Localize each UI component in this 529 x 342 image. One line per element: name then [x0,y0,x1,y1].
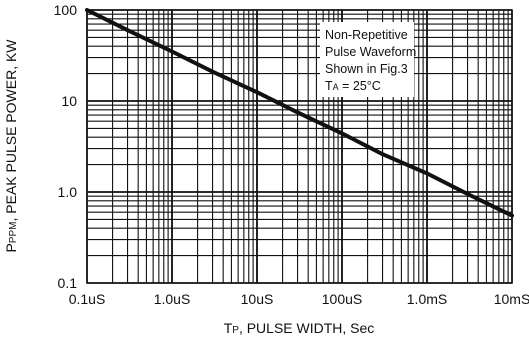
y-axis-label: PPPM, PEAK PULSE POWER, KW [3,39,19,253]
annotation-line-3: Shown in Fig.3 [325,62,408,76]
y-tick-label: 10 [61,93,77,109]
grid [86,9,513,284]
x-tick-label: 1.0mS [407,291,447,307]
y-tick-label: 1.0 [58,184,78,200]
annotation-box [320,22,414,97]
x-tick-label: 100uS [322,291,362,307]
plot-frame [86,9,513,284]
power-curve [85,8,514,218]
annotation-line-4: TA = 25°C [325,79,381,93]
tick-labels: 0.1uS 1.0uS 10uS 100uS 1.0mS 10mS 100 10 1.0 0.1 [54,2,529,307]
y-tick-label: 0.1 [58,275,78,291]
annotation-line-1: Non-Repetitive [325,28,408,42]
y-tick-label: 100 [54,2,78,18]
x-tick-label: 0.1uS [69,291,106,307]
x-tick-label: 10mS [494,291,529,307]
x-tick-label: 1.0uS [154,291,191,307]
x-tick-label: 10uS [241,291,274,307]
annotation-line-2: Pulse Waveform [325,45,416,59]
x-axis-label: TP, PULSE WIDTH, Sec [224,320,375,336]
